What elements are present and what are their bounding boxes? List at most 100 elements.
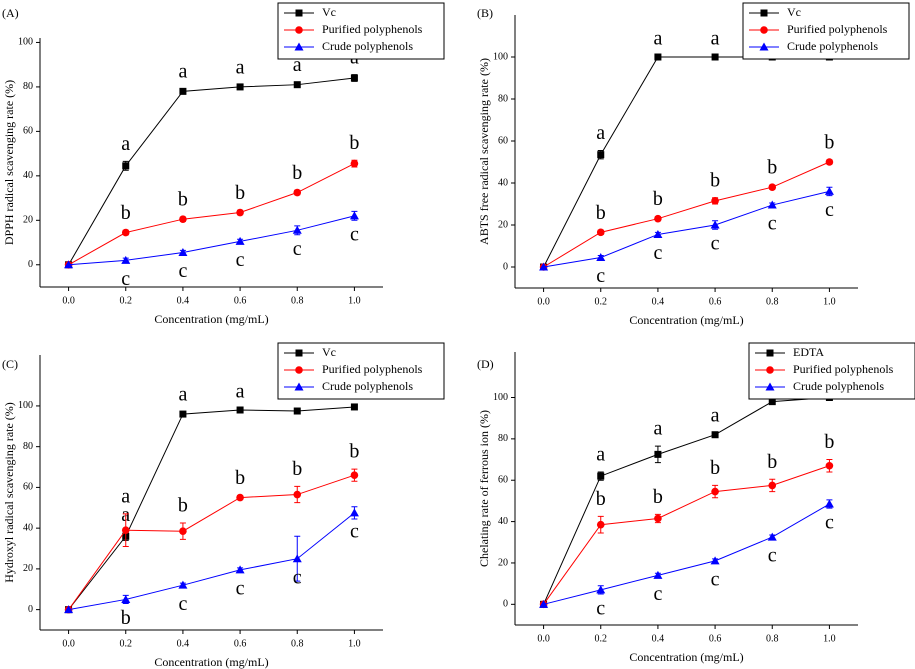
significance-letter: c <box>293 238 302 260</box>
series-line <box>68 474 355 610</box>
marker <box>179 527 187 536</box>
y-axis-label: DPPH radical scavenging rate (%) <box>2 80 16 245</box>
series-line <box>68 163 355 266</box>
significance-letter: b <box>178 495 188 517</box>
y-tick-label: 40 <box>23 170 33 181</box>
panel: (A) 0 20 40 60 80 100 0.0 0.2 0.4 0.6 0.8 1.0 Concent… <box>2 2 445 326</box>
x-tick-label: 0.0 <box>537 633 550 644</box>
significance-letter: a <box>596 444 605 466</box>
y-tick-label: 20 <box>23 215 33 226</box>
significance-letter: b <box>767 451 777 473</box>
y-tick-label: 100 <box>493 392 508 403</box>
significance-letter: b <box>235 182 245 204</box>
significance-letter: a <box>711 404 720 426</box>
significance-letter: a <box>121 485 130 507</box>
legend-label: Vc <box>787 5 801 19</box>
significance-letter: b <box>121 202 131 224</box>
significance-letter: b <box>653 486 663 508</box>
legend-label: Crude polyphenols <box>787 39 878 53</box>
marker <box>539 599 549 608</box>
marker <box>293 407 301 415</box>
legend-marker <box>295 26 303 34</box>
marker <box>236 406 244 414</box>
marker <box>179 215 187 223</box>
y-axis-label: Chelating rate of ferrous ion (%) <box>477 410 491 567</box>
marker <box>825 461 834 470</box>
marker <box>179 410 187 418</box>
significance-letter: c <box>768 213 777 235</box>
significance-letter: c <box>711 568 720 590</box>
marker <box>236 83 244 91</box>
marker <box>654 514 662 523</box>
legend-box <box>748 342 915 400</box>
marker <box>179 87 187 95</box>
x-tick-label: 0.6 <box>234 638 247 649</box>
significance-letter: b <box>824 131 834 153</box>
marker <box>711 53 719 61</box>
x-axis-label: Concentration (mg/mL) <box>154 312 268 326</box>
significance-letter: b <box>349 132 359 154</box>
legend-marker <box>765 382 775 391</box>
legend-marker <box>766 366 774 374</box>
marker <box>824 499 834 508</box>
significance-letter: b <box>710 169 720 191</box>
marker <box>64 605 74 614</box>
significance-letter: c <box>293 566 302 588</box>
marker <box>293 490 302 499</box>
marker <box>121 594 131 603</box>
marker <box>350 403 358 411</box>
series-line <box>543 503 830 605</box>
marker <box>767 532 777 541</box>
marker <box>178 580 188 589</box>
y-tick-label: 80 <box>498 93 508 104</box>
marker <box>768 398 776 406</box>
significance-letter: a <box>293 54 302 76</box>
panel: (D) 0 20 40 60 80 100 0.0 0.2 0.4 0.6 0.8 1.0 Concent… <box>477 342 915 664</box>
series-line <box>543 465 830 605</box>
y-tick-label: 40 <box>23 522 33 533</box>
legend-marker <box>759 42 769 51</box>
legend-marker <box>295 349 303 357</box>
x-axis-label: Concentration (mg/mL) <box>154 655 268 669</box>
y-tick-label: 80 <box>23 81 33 92</box>
series-line <box>543 161 830 268</box>
y-tick-label: 0 <box>503 599 508 610</box>
significance-letter: a <box>178 384 187 406</box>
series-line <box>68 77 355 266</box>
x-tick-label: 0.8 <box>766 296 779 307</box>
marker <box>653 570 663 579</box>
marker <box>597 472 605 480</box>
marker <box>768 481 777 490</box>
legend-label: Purified polyphenols <box>787 22 888 36</box>
marker <box>539 262 549 271</box>
legend-marker <box>760 9 768 17</box>
legend-marker <box>295 9 303 17</box>
x-tick-label: 1.0 <box>348 638 361 649</box>
significance-letter: c <box>825 199 834 221</box>
legend-marker <box>294 42 304 51</box>
significance-letter: a <box>236 381 245 403</box>
significance-letter: b <box>653 188 663 210</box>
x-tick-label: 1.0 <box>348 295 361 306</box>
legend-box <box>277 342 445 400</box>
y-tick-label: 60 <box>498 475 508 486</box>
marker <box>597 151 605 159</box>
y-tick-label: 20 <box>498 557 508 568</box>
significance-letter: c <box>711 233 720 255</box>
marker <box>122 162 130 170</box>
marker <box>654 214 662 223</box>
x-tick-label: 0.0 <box>62 295 75 306</box>
y-tick-label: 100 <box>493 51 508 62</box>
significance-letter: b <box>292 458 302 480</box>
significance-letter: c <box>653 583 662 605</box>
marker <box>654 450 662 458</box>
panel-label: (D) <box>477 357 494 371</box>
marker <box>596 520 605 529</box>
x-tick-label: 0.2 <box>595 296 608 307</box>
marker <box>350 74 358 82</box>
y-tick-label: 20 <box>498 219 508 230</box>
legend-label: Crude polyphenols <box>322 379 413 393</box>
significance-letter: b <box>824 431 834 453</box>
marker <box>293 81 301 89</box>
significance-letter: a <box>653 28 662 50</box>
